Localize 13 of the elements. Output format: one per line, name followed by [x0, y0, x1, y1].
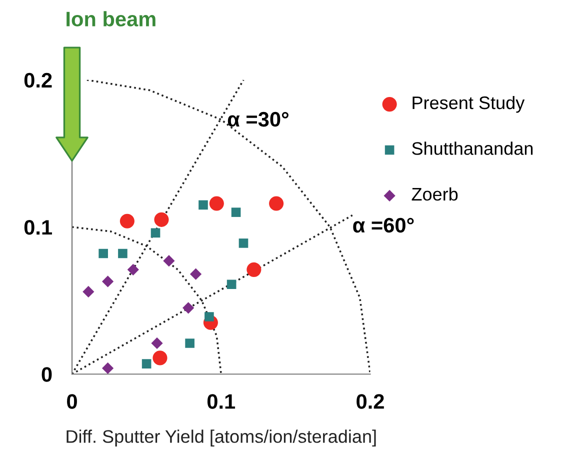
- y-tick-label: 0.1: [24, 220, 52, 235]
- y-tick-label: 0.2: [24, 72, 52, 88]
- text: Ion beam: [66, 11, 156, 26]
- x-tick-label: 0.1: [207, 394, 236, 409]
- annotation: α =60°: [353, 218, 414, 233]
- legend-label: Zoerb: [412, 187, 458, 201]
- legend-label: Shutthanandan: [412, 142, 533, 155]
- x-tick-label: 0.2: [356, 394, 384, 409]
- x-tick-label: 0: [67, 394, 77, 409]
- x-axis-title: Diff. Sputter Yield [atoms/ion/steradian]: [66, 430, 376, 446]
- y-tick-label: 0: [42, 367, 52, 382]
- legend-label: Present Study: [412, 96, 525, 113]
- annotation: α =30°: [228, 112, 288, 127]
